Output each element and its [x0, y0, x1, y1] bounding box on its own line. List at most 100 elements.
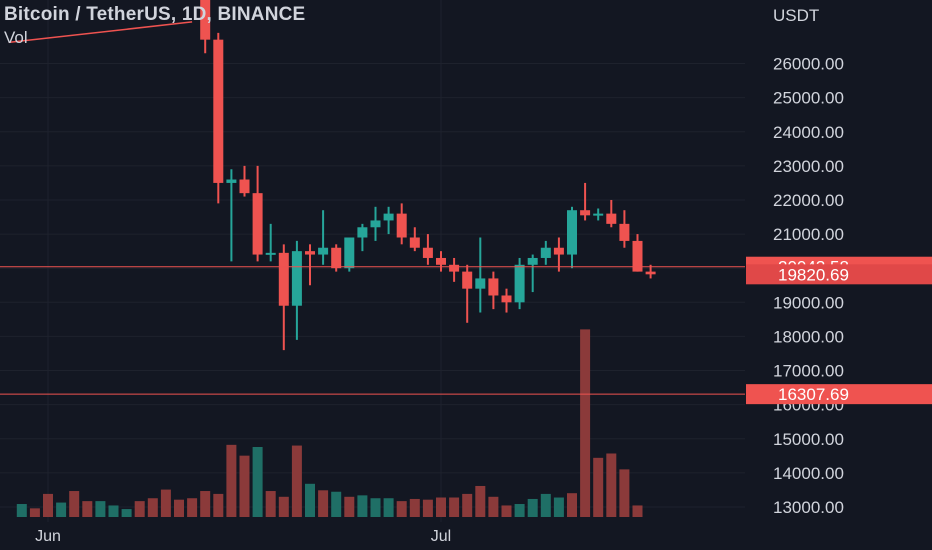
volume-bar — [200, 491, 211, 517]
candle-body — [213, 39, 224, 183]
candle-body — [252, 193, 263, 255]
currency-label: USDT — [773, 6, 819, 25]
candle-body — [593, 213, 604, 216]
volume-bar — [147, 498, 158, 517]
volume-bar — [488, 496, 499, 517]
price-label-text: 16307.69 — [778, 385, 849, 404]
y-tick-label: 13000.00 — [773, 498, 844, 517]
volume-bar — [449, 497, 460, 517]
volume-bar — [134, 501, 145, 517]
volume-bar — [527, 498, 538, 517]
volume-bar — [422, 499, 433, 517]
volume-bar — [213, 493, 224, 517]
candle-body — [462, 271, 473, 289]
candle-body — [553, 247, 564, 255]
chart-legend: Bitcoin / TetherUS, 1D, BINANCE Vol — [4, 4, 305, 48]
volume-bar — [580, 329, 591, 517]
candle-body — [488, 278, 499, 296]
candle-body — [422, 247, 433, 258]
candle-body — [239, 179, 250, 194]
volume-bars — [16, 329, 643, 517]
volume-bar — [69, 491, 80, 517]
volume-bar — [606, 453, 617, 517]
price-label-box — [746, 264, 932, 285]
candle-body — [475, 278, 486, 289]
candle-body — [527, 257, 538, 265]
candle-body — [580, 210, 591, 216]
y-tick-label: 26000.00 — [773, 55, 844, 74]
volume-bar — [16, 504, 27, 517]
volume-bar — [475, 485, 486, 517]
candlesticks — [200, 0, 656, 351]
volume-bar — [82, 501, 93, 517]
candle-body — [567, 210, 577, 255]
volume-bar — [226, 444, 237, 517]
volume-bar — [357, 495, 368, 517]
volume-bar — [305, 483, 315, 517]
volume-bar — [187, 498, 198, 517]
volume-bar — [331, 491, 342, 517]
trend-line-segment[interactable] — [8, 21, 193, 44]
volume-bar — [540, 493, 551, 517]
candle-body — [645, 271, 656, 275]
x-tick-label: Jun — [35, 528, 61, 545]
candle-body — [305, 251, 315, 255]
volume-bar — [56, 502, 67, 517]
volume-bar — [514, 504, 525, 517]
y-tick-label: 23000.00 — [773, 157, 844, 176]
candle-body — [357, 227, 368, 238]
price-label-text: 19820.69 — [778, 265, 849, 284]
candle-body — [370, 220, 381, 228]
volume-bar — [278, 496, 289, 517]
y-tick-label: 15000.00 — [773, 430, 844, 449]
candle-body — [265, 252, 276, 255]
volume-bar — [43, 493, 53, 517]
volume-bar — [436, 497, 446, 517]
volume-bar — [160, 489, 171, 517]
volume-label: Vol — [4, 28, 28, 47]
candle-body — [501, 295, 512, 303]
time-axis[interactable]: Jun Jul — [35, 528, 451, 545]
volume-bar — [553, 497, 564, 517]
volume-bar — [344, 496, 355, 517]
volume-bar — [291, 445, 302, 517]
volume-bar — [619, 469, 630, 517]
grid-lines — [0, 0, 745, 522]
volume-bar — [95, 501, 106, 517]
candle-body — [278, 252, 289, 306]
candle-body — [436, 257, 446, 265]
volume-bar — [370, 498, 381, 517]
candle-body — [344, 237, 355, 269]
horizontal-lines[interactable] — [0, 266, 745, 395]
volume-bar — [462, 493, 473, 517]
candle-body — [396, 213, 407, 238]
trend-line[interactable] — [8, 21, 193, 44]
volume-bar — [632, 505, 643, 517]
y-tick-label: 22000.00 — [773, 191, 844, 210]
volume-bar — [318, 490, 329, 517]
candle-body — [226, 179, 237, 183]
y-tick-label: 25000.00 — [773, 89, 844, 108]
candle-body — [318, 247, 329, 255]
y-tick-label: 14000.00 — [773, 464, 844, 483]
volume-bar — [396, 501, 407, 517]
y-tick-label: 18000.00 — [773, 327, 844, 346]
volume-bar — [409, 498, 420, 517]
symbol-title[interactable]: Bitcoin / TetherUS, 1D, BINANCE — [4, 4, 306, 25]
candle-body — [409, 237, 420, 248]
volume-bar — [252, 447, 263, 517]
y-tick-label: 19000.00 — [773, 293, 844, 312]
volume-bar — [121, 509, 132, 517]
volume-bar — [501, 505, 512, 517]
volume-bar — [265, 491, 276, 517]
candle-body — [449, 264, 460, 272]
y-tick-label: 21000.00 — [773, 225, 844, 244]
volume-bar — [593, 457, 604, 517]
y-tick-label: 24000.00 — [773, 123, 844, 142]
volume-bar — [383, 498, 394, 517]
candle-body — [540, 247, 551, 258]
y-tick-label: 17000.00 — [773, 362, 844, 381]
volume-bar — [567, 493, 577, 517]
